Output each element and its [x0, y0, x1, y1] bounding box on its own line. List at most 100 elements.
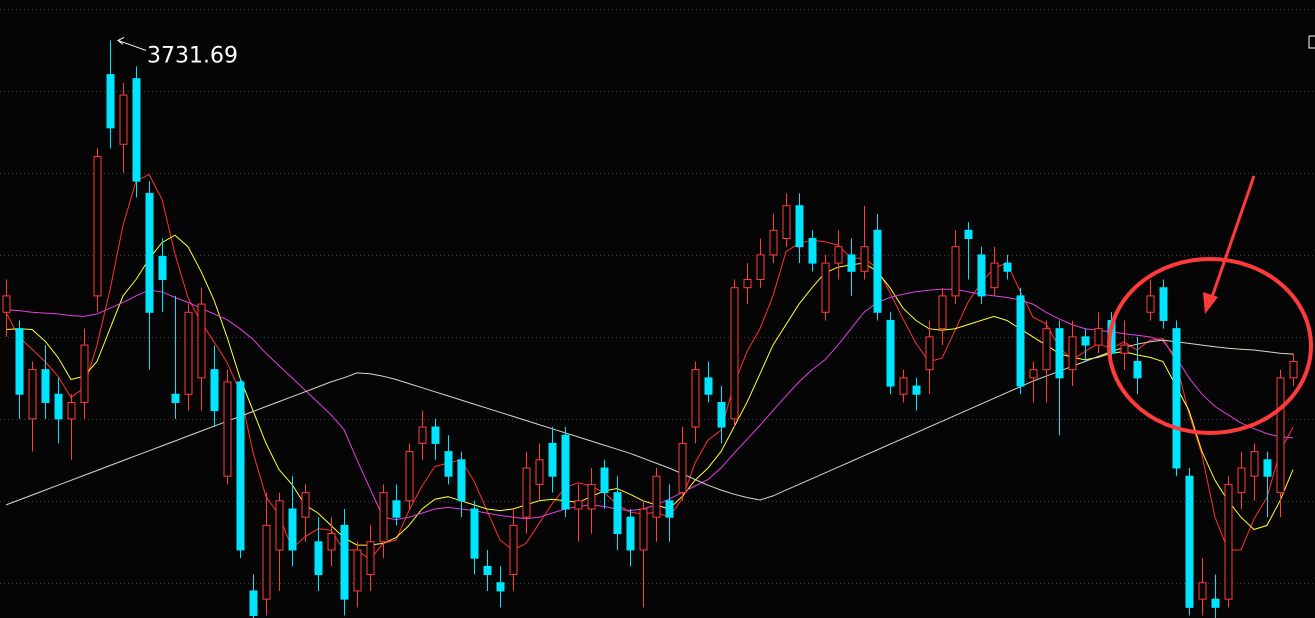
edge-marker — [1308, 35, 1315, 49]
candle-body — [158, 256, 167, 280]
candle-body — [821, 262, 830, 313]
candle-body — [925, 336, 934, 371]
candle-body — [678, 442, 687, 494]
candle-body — [1055, 328, 1064, 379]
candle-body — [938, 295, 947, 330]
candle-body — [886, 319, 895, 387]
candle-body — [379, 492, 388, 543]
candle-body — [340, 524, 349, 600]
candle-body — [444, 451, 453, 477]
candle-body — [535, 459, 544, 485]
moving-average-line — [5, 234, 1294, 546]
candle-body — [41, 369, 50, 403]
candle-body — [964, 229, 973, 240]
candle-body — [1120, 344, 1129, 354]
candles — [2, 40, 1298, 618]
candle-body — [769, 229, 778, 256]
candle-body — [899, 377, 908, 395]
candle-body — [548, 442, 557, 477]
candle-body — [275, 500, 284, 551]
candle-body — [756, 254, 765, 280]
candle-body — [1042, 328, 1051, 371]
candle-body — [457, 459, 466, 502]
candle-body — [860, 246, 869, 272]
candle-body — [951, 246, 960, 297]
candle-body — [470, 508, 479, 559]
candle-body — [496, 582, 505, 592]
candle-body — [704, 377, 713, 395]
moving-average-line — [5, 288, 1294, 521]
candle-body — [665, 500, 674, 518]
candle-body — [1094, 328, 1103, 346]
candle-body — [1263, 459, 1272, 477]
candle-body — [67, 401, 76, 420]
candle-body — [1237, 467, 1246, 494]
candle-body — [639, 508, 648, 551]
candle-body — [28, 369, 37, 420]
candle-body — [522, 467, 531, 518]
moving-average-line — [5, 173, 1294, 561]
candle-body — [184, 311, 193, 395]
candle-body — [717, 401, 726, 428]
candle-body — [262, 524, 271, 600]
peak-annotation: 3731.69 — [117, 36, 238, 68]
candle-body — [1211, 598, 1220, 608]
candle-body — [873, 229, 882, 313]
candle-body — [509, 524, 518, 576]
candle-body — [1133, 360, 1142, 379]
candle-body — [54, 393, 63, 420]
highlight-circle — [1107, 257, 1313, 435]
candle-body — [1016, 295, 1025, 387]
candle-body — [145, 192, 154, 313]
candle-body — [223, 381, 232, 477]
peak-label: 3731.69 — [147, 43, 238, 68]
candle-body — [366, 541, 375, 576]
candle-body — [197, 303, 206, 379]
candle-body — [1159, 287, 1168, 321]
candle-body — [301, 492, 310, 518]
candle-body — [743, 278, 752, 289]
candle-body — [314, 541, 323, 576]
candle-body — [132, 78, 141, 182]
candle-body — [652, 475, 661, 518]
candle-body — [626, 516, 635, 551]
annotation-pointer — [117, 39, 147, 51]
candle-body — [210, 369, 219, 412]
candle-body — [782, 205, 791, 240]
candle-body — [1172, 328, 1181, 469]
candle-body — [847, 254, 856, 272]
candle-body — [1068, 336, 1077, 371]
candle-body — [1081, 336, 1090, 346]
moving-average-line — [5, 339, 1294, 506]
candle-body — [1029, 369, 1038, 379]
candle-body — [93, 156, 102, 297]
candle-body — [912, 385, 921, 395]
candle-body — [171, 393, 180, 403]
candle-body — [249, 590, 258, 617]
candle-body — [795, 205, 804, 248]
candle-body — [600, 467, 609, 494]
candle-body — [80, 344, 89, 403]
candle-body — [392, 500, 401, 518]
candle-body — [561, 434, 570, 510]
candle-body — [1185, 475, 1194, 608]
candle-body — [418, 426, 427, 444]
candle-body — [1003, 262, 1012, 272]
candle-body — [353, 549, 362, 592]
candle-body — [730, 287, 739, 420]
candle-body — [1289, 360, 1298, 379]
highlight-arrowhead — [1203, 292, 1218, 314]
candle-body — [1250, 451, 1259, 477]
candle-body — [613, 492, 622, 535]
candle-body — [990, 262, 999, 289]
candle-body — [327, 533, 336, 551]
candle-body — [2, 295, 11, 313]
highlight-arrow — [1209, 175, 1256, 301]
candle-body — [691, 369, 700, 428]
candle-body — [288, 508, 297, 551]
candle-body — [1146, 295, 1155, 313]
candle-body — [405, 451, 414, 502]
candle-body — [834, 246, 843, 264]
